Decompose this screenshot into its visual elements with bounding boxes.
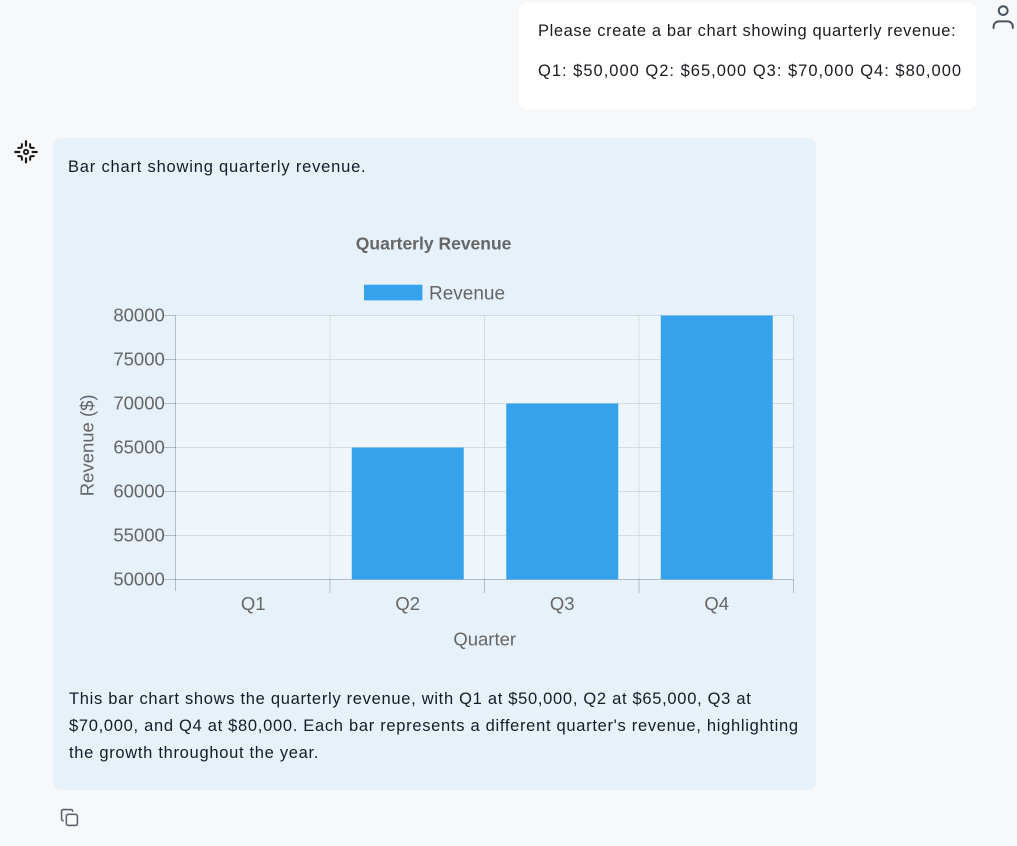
svg-text:65000: 65000 xyxy=(113,437,164,458)
svg-text:Q2: Q2 xyxy=(395,593,420,614)
svg-text:Quarterly Revenue: Quarterly Revenue xyxy=(356,234,512,254)
svg-text:Q4: Q4 xyxy=(704,593,729,614)
svg-text:75000: 75000 xyxy=(113,349,164,370)
svg-text:50000: 50000 xyxy=(113,569,164,590)
svg-text:60000: 60000 xyxy=(113,481,164,502)
svg-text:Q1: Q1 xyxy=(241,593,266,614)
svg-text:55000: 55000 xyxy=(113,525,164,546)
svg-text:70000: 70000 xyxy=(113,393,164,414)
svg-text:80000: 80000 xyxy=(113,305,164,326)
svg-text:Revenue ($): Revenue ($) xyxy=(77,394,98,496)
svg-text:Quarter: Quarter xyxy=(453,628,516,649)
svg-text:Q3: Q3 xyxy=(550,593,575,614)
svg-text:Revenue: Revenue xyxy=(429,284,505,305)
